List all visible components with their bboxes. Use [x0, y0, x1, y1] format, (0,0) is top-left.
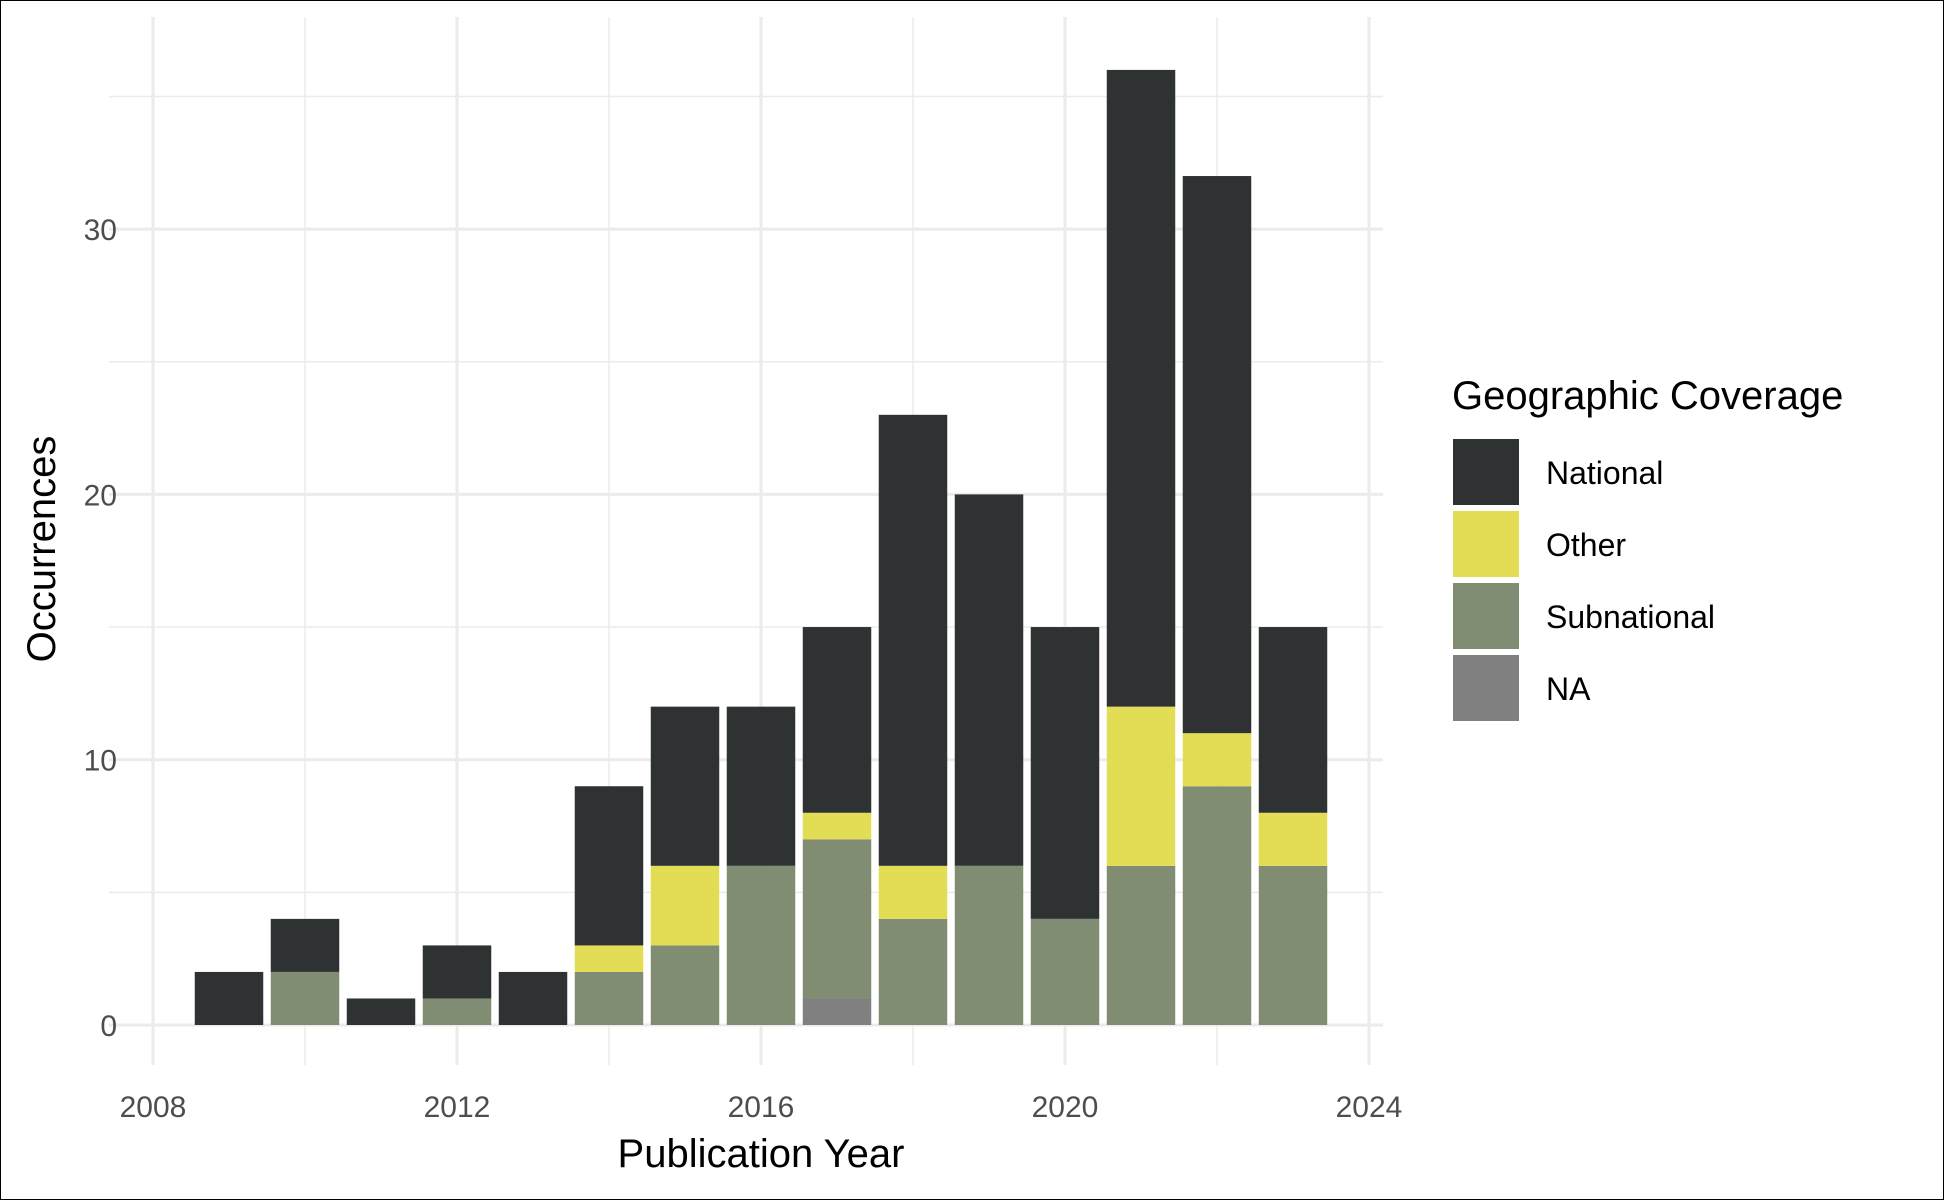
- bar-2013-national: [498, 971, 568, 1025]
- bar-2012-subnational: [422, 998, 492, 1025]
- bar-2014-subnational: [574, 971, 644, 1025]
- bar-2023-national: [1258, 627, 1328, 813]
- legend-label-other: Other: [1546, 527, 1626, 563]
- bar-2019-subnational: [954, 865, 1024, 1025]
- bar-2017-na: [802, 998, 872, 1025]
- bar-2014-national: [574, 786, 644, 946]
- bar-2014-other: [574, 945, 644, 972]
- legend: Geographic Coverage National Other Subnati…: [1452, 374, 1843, 721]
- x-tick-label: 2020: [1032, 1091, 1099, 1124]
- x-tick-label: 2016: [728, 1091, 795, 1124]
- bar-2021-subnational: [1106, 865, 1176, 1025]
- bar-2023-subnational: [1258, 865, 1328, 1025]
- legend-label-na: NA: [1546, 671, 1591, 707]
- bar-2018-subnational: [878, 918, 948, 1025]
- legend-key-subnational: [1453, 583, 1519, 649]
- bar-2021-other: [1106, 706, 1176, 866]
- y-tick-label: 10: [84, 745, 117, 778]
- x-tick-label: 2012: [424, 1091, 491, 1124]
- legend-label-subnational: Subnational: [1546, 599, 1715, 635]
- y-axis-ticks: 0 10 20 30: [84, 214, 117, 1043]
- bar-2015-subnational: [650, 945, 720, 1025]
- legend-key-national: [1453, 439, 1519, 505]
- y-tick-label: 0: [100, 1010, 117, 1043]
- bar-2021-national: [1106, 69, 1176, 707]
- bar-2022-other: [1182, 733, 1252, 787]
- bar-2010-subnational: [270, 971, 340, 1025]
- y-tick-label: 20: [84, 479, 117, 512]
- legend-key-other: [1453, 511, 1519, 577]
- x-axis-title: Publication Year: [618, 1132, 905, 1176]
- bar-2020-national: [1030, 627, 1100, 919]
- legend-title: Geographic Coverage: [1452, 374, 1843, 418]
- bar-2009-national: [194, 971, 264, 1025]
- bar-2011-national: [346, 998, 416, 1025]
- legend-key-na: [1453, 655, 1519, 721]
- bar-2023-other: [1258, 812, 1328, 866]
- bar-2022-subnational: [1182, 786, 1252, 1025]
- x-axis-ticks: 2008 2012 2016 2020 2024: [120, 1091, 1403, 1124]
- x-tick-label: 2024: [1336, 1091, 1403, 1124]
- bar-2010-national: [270, 918, 340, 972]
- bar-2017-other: [802, 812, 872, 840]
- bar-2015-other: [650, 865, 720, 946]
- bar-2018-national: [878, 414, 948, 866]
- legend-label-national: National: [1546, 455, 1663, 491]
- bar-2012-national: [422, 945, 492, 999]
- bar-2017-national: [802, 627, 872, 813]
- bar-2019-national: [954, 494, 1024, 866]
- bar-2020-subnational: [1030, 918, 1100, 1025]
- bar-2016-national: [726, 706, 796, 866]
- bar-2016-subnational: [726, 865, 796, 1025]
- bars: [194, 69, 1328, 1025]
- x-tick-label: 2008: [120, 1091, 187, 1124]
- y-tick-label: 30: [84, 214, 117, 247]
- bar-2022-national: [1182, 176, 1252, 734]
- bar-2015-national: [650, 706, 720, 866]
- bar-2017-subnational: [802, 839, 872, 999]
- bar-2018-other: [878, 865, 948, 919]
- y-axis-title: Occurrences: [20, 436, 64, 663]
